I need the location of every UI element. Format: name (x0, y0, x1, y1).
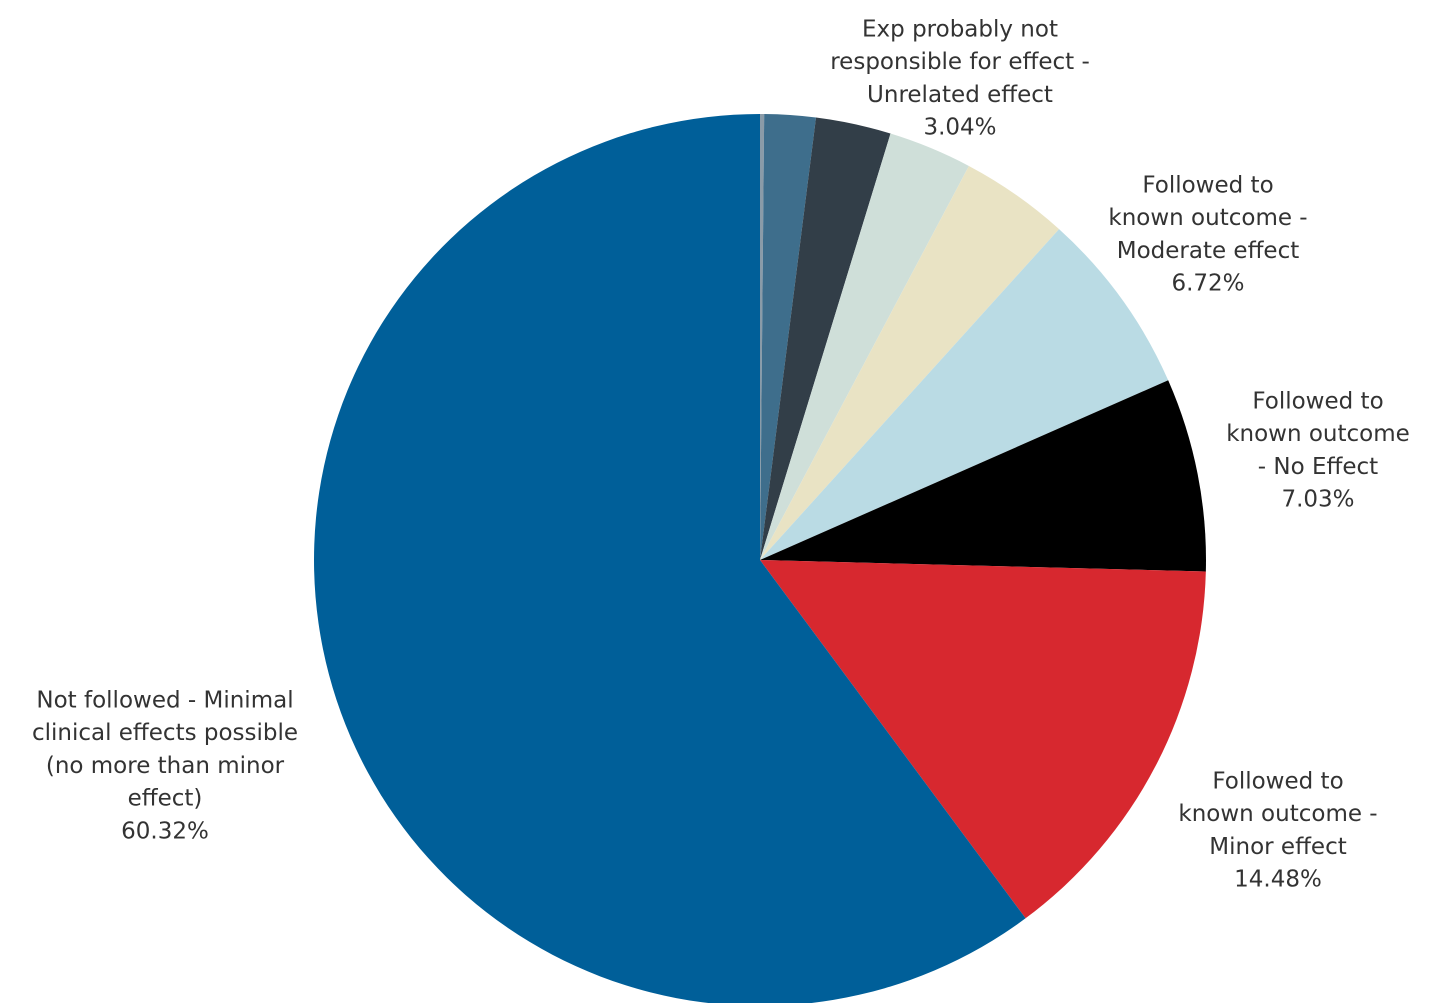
slice-label-line: Followed to (1212, 769, 1343, 795)
slice-label-line: Exp probably not (862, 17, 1058, 43)
slice-label-7: Followed to known outcome - Minor effect 14… (1178, 769, 1377, 893)
slice-label-line: responsible for effect - (830, 49, 1090, 75)
pie-slice-0 (760, 114, 765, 560)
pie-slice-1 (760, 114, 817, 561)
slice-label-line: clinical effects possible (32, 720, 298, 746)
slice-label-line: Not followed - Minimal (36, 688, 293, 714)
slice-label-3: Exp probably not responsible for effect -… (830, 17, 1090, 141)
slice-label-line: known outcome - (1108, 205, 1307, 231)
slice-label-line: known outcome (1226, 421, 1410, 447)
slice-label-5: Followed to known outcome - Moderate effec… (1108, 173, 1307, 297)
slice-label-line: (no more than minor (46, 753, 285, 779)
slice-label-6: Followed to known outcome - No Effect 7.03% (1226, 389, 1410, 513)
slice-label-line: Followed to (1142, 173, 1273, 199)
slice-percent: 3.04% (923, 115, 996, 141)
pie-slice-5 (760, 229, 1169, 560)
pie-slices (314, 114, 1206, 1003)
slice-percent: 60.32% (121, 818, 209, 844)
pie-slice-2 (760, 117, 891, 560)
slice-label-line: Moderate effect (1117, 238, 1300, 264)
slice-label-line: - No Effect (1258, 454, 1378, 480)
slice-percent: 14.48% (1234, 867, 1322, 893)
slice-percent: 7.03% (1281, 487, 1354, 513)
slice-label-line: Unrelated effect (867, 82, 1053, 108)
pie-slice-7 (760, 560, 1206, 919)
pie-labels: Exp probably not responsible for effect -… (32, 17, 1410, 893)
slice-label-line: known outcome - (1178, 801, 1377, 827)
slice-label-line: Followed to (1252, 389, 1383, 415)
pie-slice-6 (760, 380, 1206, 572)
pie-slice-3 (760, 133, 969, 560)
pie-slice-8 (314, 114, 1026, 1003)
pie-slice-4 (760, 165, 1060, 560)
slice-percent: 6.72% (1171, 271, 1244, 297)
slice-label-8: Not followed - Minimal clinical effects p… (32, 688, 298, 845)
slice-label-line: Minor effect (1209, 834, 1346, 860)
slice-label-line: effect) (128, 786, 203, 812)
